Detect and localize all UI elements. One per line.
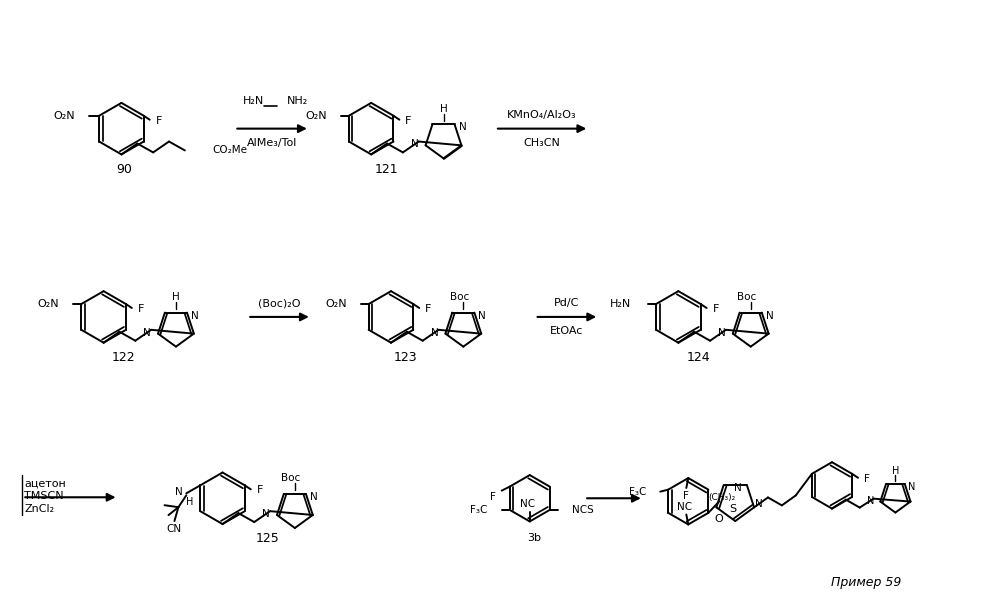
Text: F: F — [490, 492, 496, 501]
Text: F: F — [712, 304, 719, 314]
Text: N: N — [479, 310, 487, 320]
Text: (Boc)₂O: (Boc)₂O — [259, 298, 301, 308]
Text: 124: 124 — [686, 351, 710, 364]
Text: CO₂Me: CO₂Me — [213, 145, 248, 155]
Text: S: S — [729, 504, 737, 514]
Text: F: F — [138, 304, 144, 314]
Text: N: N — [143, 328, 151, 338]
Text: 3b: 3b — [527, 533, 541, 543]
Text: N: N — [867, 496, 874, 506]
Text: O₂N: O₂N — [54, 111, 75, 121]
Text: N: N — [263, 509, 270, 519]
Text: H₂N: H₂N — [610, 299, 631, 309]
Text: ацетон: ацетон — [24, 479, 66, 488]
Text: 125: 125 — [255, 532, 279, 545]
Text: F: F — [426, 304, 432, 314]
Text: 123: 123 — [394, 351, 418, 364]
Text: F: F — [156, 116, 162, 126]
Text: KMnO₄/Al₂O₃: KMnO₄/Al₂O₃ — [507, 110, 577, 120]
Text: NCS: NCS — [571, 505, 593, 515]
Text: EtOAc: EtOAc — [550, 326, 583, 336]
Text: O: O — [714, 514, 722, 524]
Text: N: N — [191, 310, 199, 320]
Text: 121: 121 — [375, 163, 398, 176]
Text: N: N — [411, 139, 419, 149]
Text: N: N — [718, 328, 726, 338]
Text: 122: 122 — [112, 351, 135, 364]
Text: Boc: Boc — [450, 292, 469, 302]
Text: F: F — [683, 491, 689, 501]
Text: N: N — [459, 122, 467, 132]
Text: N: N — [310, 492, 318, 502]
Text: Pd/C: Pd/C — [554, 298, 579, 308]
Text: H: H — [172, 292, 180, 302]
Text: NH₂: NH₂ — [287, 96, 308, 106]
Text: Пример 59: Пример 59 — [831, 576, 902, 589]
Text: Boc: Boc — [737, 292, 756, 302]
Text: H: H — [187, 497, 194, 508]
Text: TMSCN: TMSCN — [24, 492, 64, 501]
Text: N: N — [734, 483, 742, 493]
Text: N: N — [755, 500, 763, 509]
Text: H: H — [440, 104, 448, 114]
Text: F₃C: F₃C — [471, 505, 488, 515]
Text: (CH₃)₂: (CH₃)₂ — [708, 493, 735, 501]
Text: O₂N: O₂N — [326, 299, 347, 309]
Text: N: N — [431, 328, 439, 338]
Text: H: H — [892, 466, 899, 476]
Text: CN: CN — [166, 524, 181, 534]
Text: N: N — [766, 310, 773, 320]
Text: F₃C: F₃C — [629, 487, 646, 496]
Text: 90: 90 — [117, 163, 132, 176]
Text: F: F — [864, 474, 870, 484]
Text: H₂N: H₂N — [243, 96, 264, 106]
Text: ZnCl₂: ZnCl₂ — [24, 504, 55, 514]
Text: Boc: Boc — [282, 474, 301, 484]
Text: F: F — [257, 485, 263, 495]
Text: NC: NC — [520, 498, 535, 509]
Text: AlMe₃/Tol: AlMe₃/Tol — [247, 137, 298, 147]
Text: O₂N: O₂N — [38, 299, 60, 309]
Text: NC: NC — [676, 501, 692, 512]
Text: F: F — [406, 116, 412, 126]
Text: O₂N: O₂N — [306, 111, 327, 121]
Text: CH₃CN: CH₃CN — [523, 137, 560, 147]
Text: N: N — [908, 482, 915, 492]
Text: N: N — [175, 487, 183, 497]
